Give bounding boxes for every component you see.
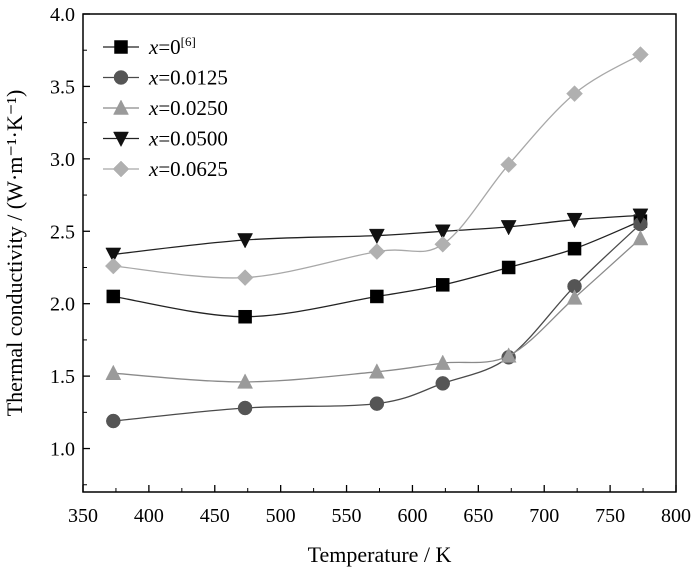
legend-variable: x [148,127,159,151]
x-tick-label: 400 [134,505,164,527]
x-tick-label: 650 [463,505,493,527]
legend-value: =0 [158,35,180,59]
data-point [632,229,649,246]
data-point [501,260,516,275]
legend-marker [113,131,129,148]
legend-variable: x [148,35,159,59]
x-tick-label: 700 [529,505,559,527]
data-point [368,243,386,260]
data-point [237,233,253,249]
y-axis-label: Thermal conductivity / (W·m⁻¹·K⁻¹) [2,90,27,417]
data-point [105,364,122,380]
x-tick-label: 450 [200,505,230,527]
data-point [566,289,583,305]
y-tick-label: 2.0 [50,294,75,316]
y-tick-label: 1.5 [50,366,75,388]
legend-entry: x=0.0250 [103,96,228,120]
y-tick-label: 2.5 [50,221,75,243]
data-point [500,156,517,173]
x-tick-label: 750 [595,505,625,527]
data-point [435,376,451,391]
data-point [632,46,649,63]
x-tick-label: 350 [68,505,98,527]
legend-reference: [6] [181,34,196,49]
series-layer [104,46,649,429]
data-point [500,220,517,236]
series-4 [104,46,649,286]
data-point [632,208,649,224]
data-point [106,289,121,304]
legend-value: =0.0250 [158,96,228,120]
legend-entry: x=0[6] [103,34,196,59]
data-point [434,354,451,370]
data-point [434,235,452,253]
y-tick-label: 3.5 [50,76,75,98]
data-point [104,257,122,275]
legend-marker [112,160,130,178]
legend-marker [113,99,129,115]
data-point [434,224,451,240]
legend-entry: x=0.0500 [103,127,228,151]
legend-label: x=0.0125 [148,66,228,90]
data-point [106,413,121,429]
data-point [567,241,582,256]
y-tick-label: 1.0 [50,439,75,461]
legend-label: x=0.0250 [148,96,228,120]
legend-label: x=0.0625 [148,157,228,181]
legend-marker [114,40,128,54]
legend-variable: x [148,96,159,120]
x-tick-label: 550 [332,505,362,527]
data-point [369,396,385,411]
x-tick-label: 500 [266,505,296,527]
y-tick-label: 3.0 [50,149,75,171]
ticks-layer: 350 400 450 500 550 600 650 700 750 800 1.0 1.5 2.0 2… [50,4,691,527]
data-point [238,309,252,324]
data-point [368,228,385,245]
x-axis-label: Temperature / K [308,542,452,567]
data-point [105,247,122,263]
legend-label: x=0.0500 [148,127,228,151]
data-point [566,85,583,103]
legend-value: =0.0125 [158,66,228,90]
legend-variable: x [148,157,159,181]
legend-label: x=0[6] [148,34,196,59]
legend-entry: x=0.0625 [103,157,228,181]
data-point [370,289,384,304]
data-point [237,400,253,416]
x-tick-label: 600 [397,505,427,527]
series-1 [106,216,648,429]
data-point [237,373,253,389]
legend-value: =0.0500 [158,127,228,151]
legend-marker [113,70,129,85]
data-point [436,278,450,292]
data-point [500,347,517,363]
series-3 [105,208,649,263]
data-point [236,269,254,286]
series-0 [106,214,648,324]
x-tick-label: 800 [661,505,691,527]
data-point [566,212,583,229]
legend-entry: x=0.0125 [103,66,228,90]
series-2 [105,229,649,389]
legend-value: =0.0625 [158,157,228,181]
y-tick-label: 4.0 [50,4,75,26]
legend-variable: x [148,66,159,90]
data-point [368,363,385,379]
